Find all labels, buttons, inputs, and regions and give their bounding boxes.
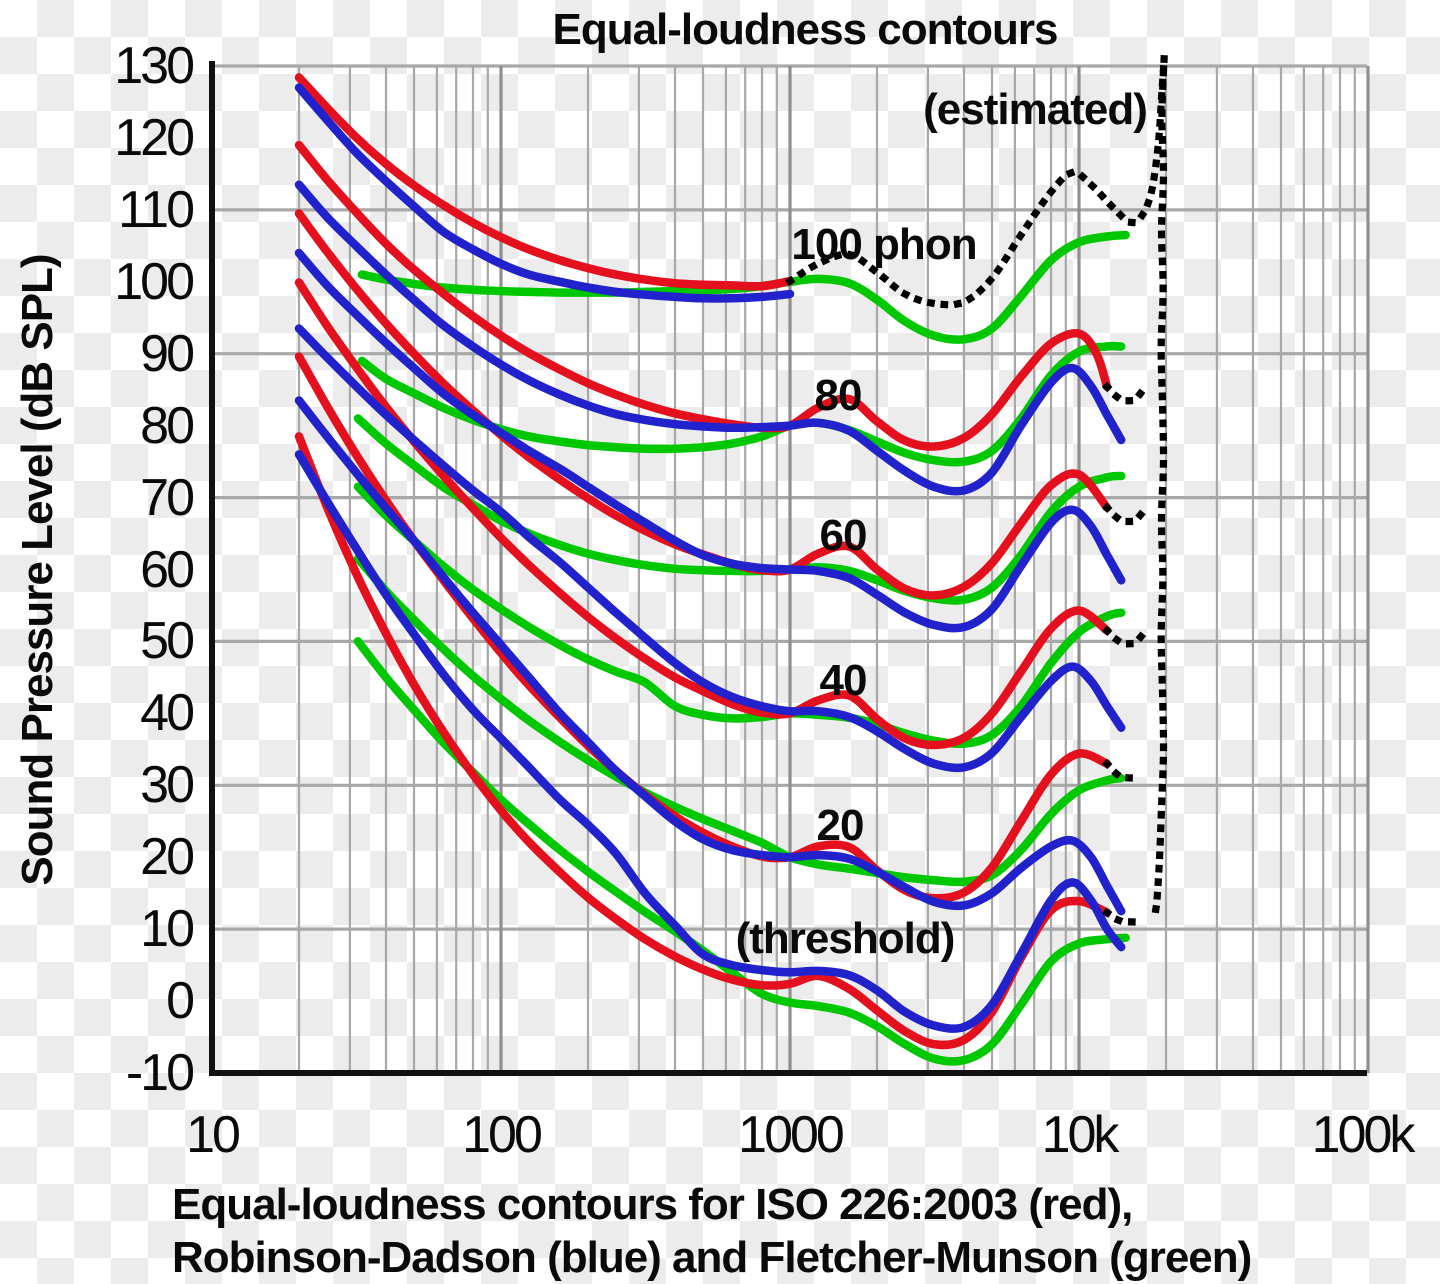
annotation-20-phon: 20: [816, 801, 865, 850]
y-tick-label-120: 120: [114, 108, 195, 167]
curve-estimated-hook-20: [1101, 758, 1139, 783]
curve-rd-80: [294, 180, 1126, 496]
curve-iso-threshold: [294, 432, 1112, 1050]
curve-rd-40: [294, 324, 1126, 773]
y-tick-label-30: 30: [140, 756, 195, 815]
curve-fm-40: [353, 482, 1126, 749]
curve-estimated-hook-80: [1101, 381, 1151, 405]
x-tick-label-10: 10: [186, 1106, 241, 1164]
curve-estimated-hook-60: [1101, 502, 1151, 526]
curve-iso-80: [294, 140, 1112, 451]
curve-iso-100: [294, 73, 795, 291]
y-tick-label-60: 60: [140, 540, 195, 599]
y-tick-label--10: -10: [125, 1044, 195, 1102]
curve-rd-60: [294, 248, 1126, 633]
caption-line-1: Equal-loudness contours for ISO 226:2003…: [172, 1180, 1133, 1229]
curve-estimated-hook-40: [1101, 625, 1151, 648]
y-tick-label-110: 110: [118, 180, 195, 239]
y-tick-label-70: 70: [140, 468, 195, 527]
annotation-60-phon: 60: [819, 511, 868, 560]
curve-iso-40: [294, 278, 1112, 750]
curve-estimated-100: [785, 54, 1168, 309]
y-tick-label-80: 80: [140, 396, 195, 455]
x-tick-label-100k: 100k: [1311, 1106, 1416, 1164]
y-tick-label-40: 40: [140, 684, 195, 743]
chart-title: Equal-loudness contours: [552, 5, 1058, 54]
curve-rd-100: [294, 83, 795, 303]
y-tick-label-130: 130: [114, 37, 195, 95]
annotation-40-phon: 40: [819, 656, 868, 705]
curve-rd-20: [294, 396, 1126, 916]
y-tick-label-90: 90: [140, 324, 195, 383]
y-tick-label-10: 10: [140, 900, 195, 959]
annotation-80-phon: 80: [814, 371, 863, 420]
y-tick-label-100: 100: [114, 252, 195, 311]
annotation-threshold: (threshold): [735, 914, 956, 963]
annotation-100-phon: 100 phon: [791, 220, 977, 269]
curve-rd-threshold: [294, 450, 1126, 1033]
y-tick-label-50: 50: [140, 612, 195, 671]
curve-fm-20: [353, 554, 1126, 887]
annotation-estimated: (estimated): [923, 85, 1148, 134]
curve-estimated-hook-threshold: [1102, 907, 1139, 927]
caption-line-2: Robinson-Dadson (blue) and Fletcher-Muns…: [172, 1233, 1252, 1282]
y-tick-label-20: 20: [140, 828, 195, 887]
y-tick-label-0: 0: [166, 972, 195, 1031]
x-tick-label-1000: 1000: [738, 1106, 845, 1164]
figure-caption: Equal-loudness contours for ISO 226:2003…: [172, 1178, 1252, 1284]
curve-estimated-limit: [1150, 55, 1168, 923]
x-tick-label-100: 100: [462, 1106, 543, 1164]
x-tick-label-10k: 10k: [1041, 1106, 1120, 1164]
